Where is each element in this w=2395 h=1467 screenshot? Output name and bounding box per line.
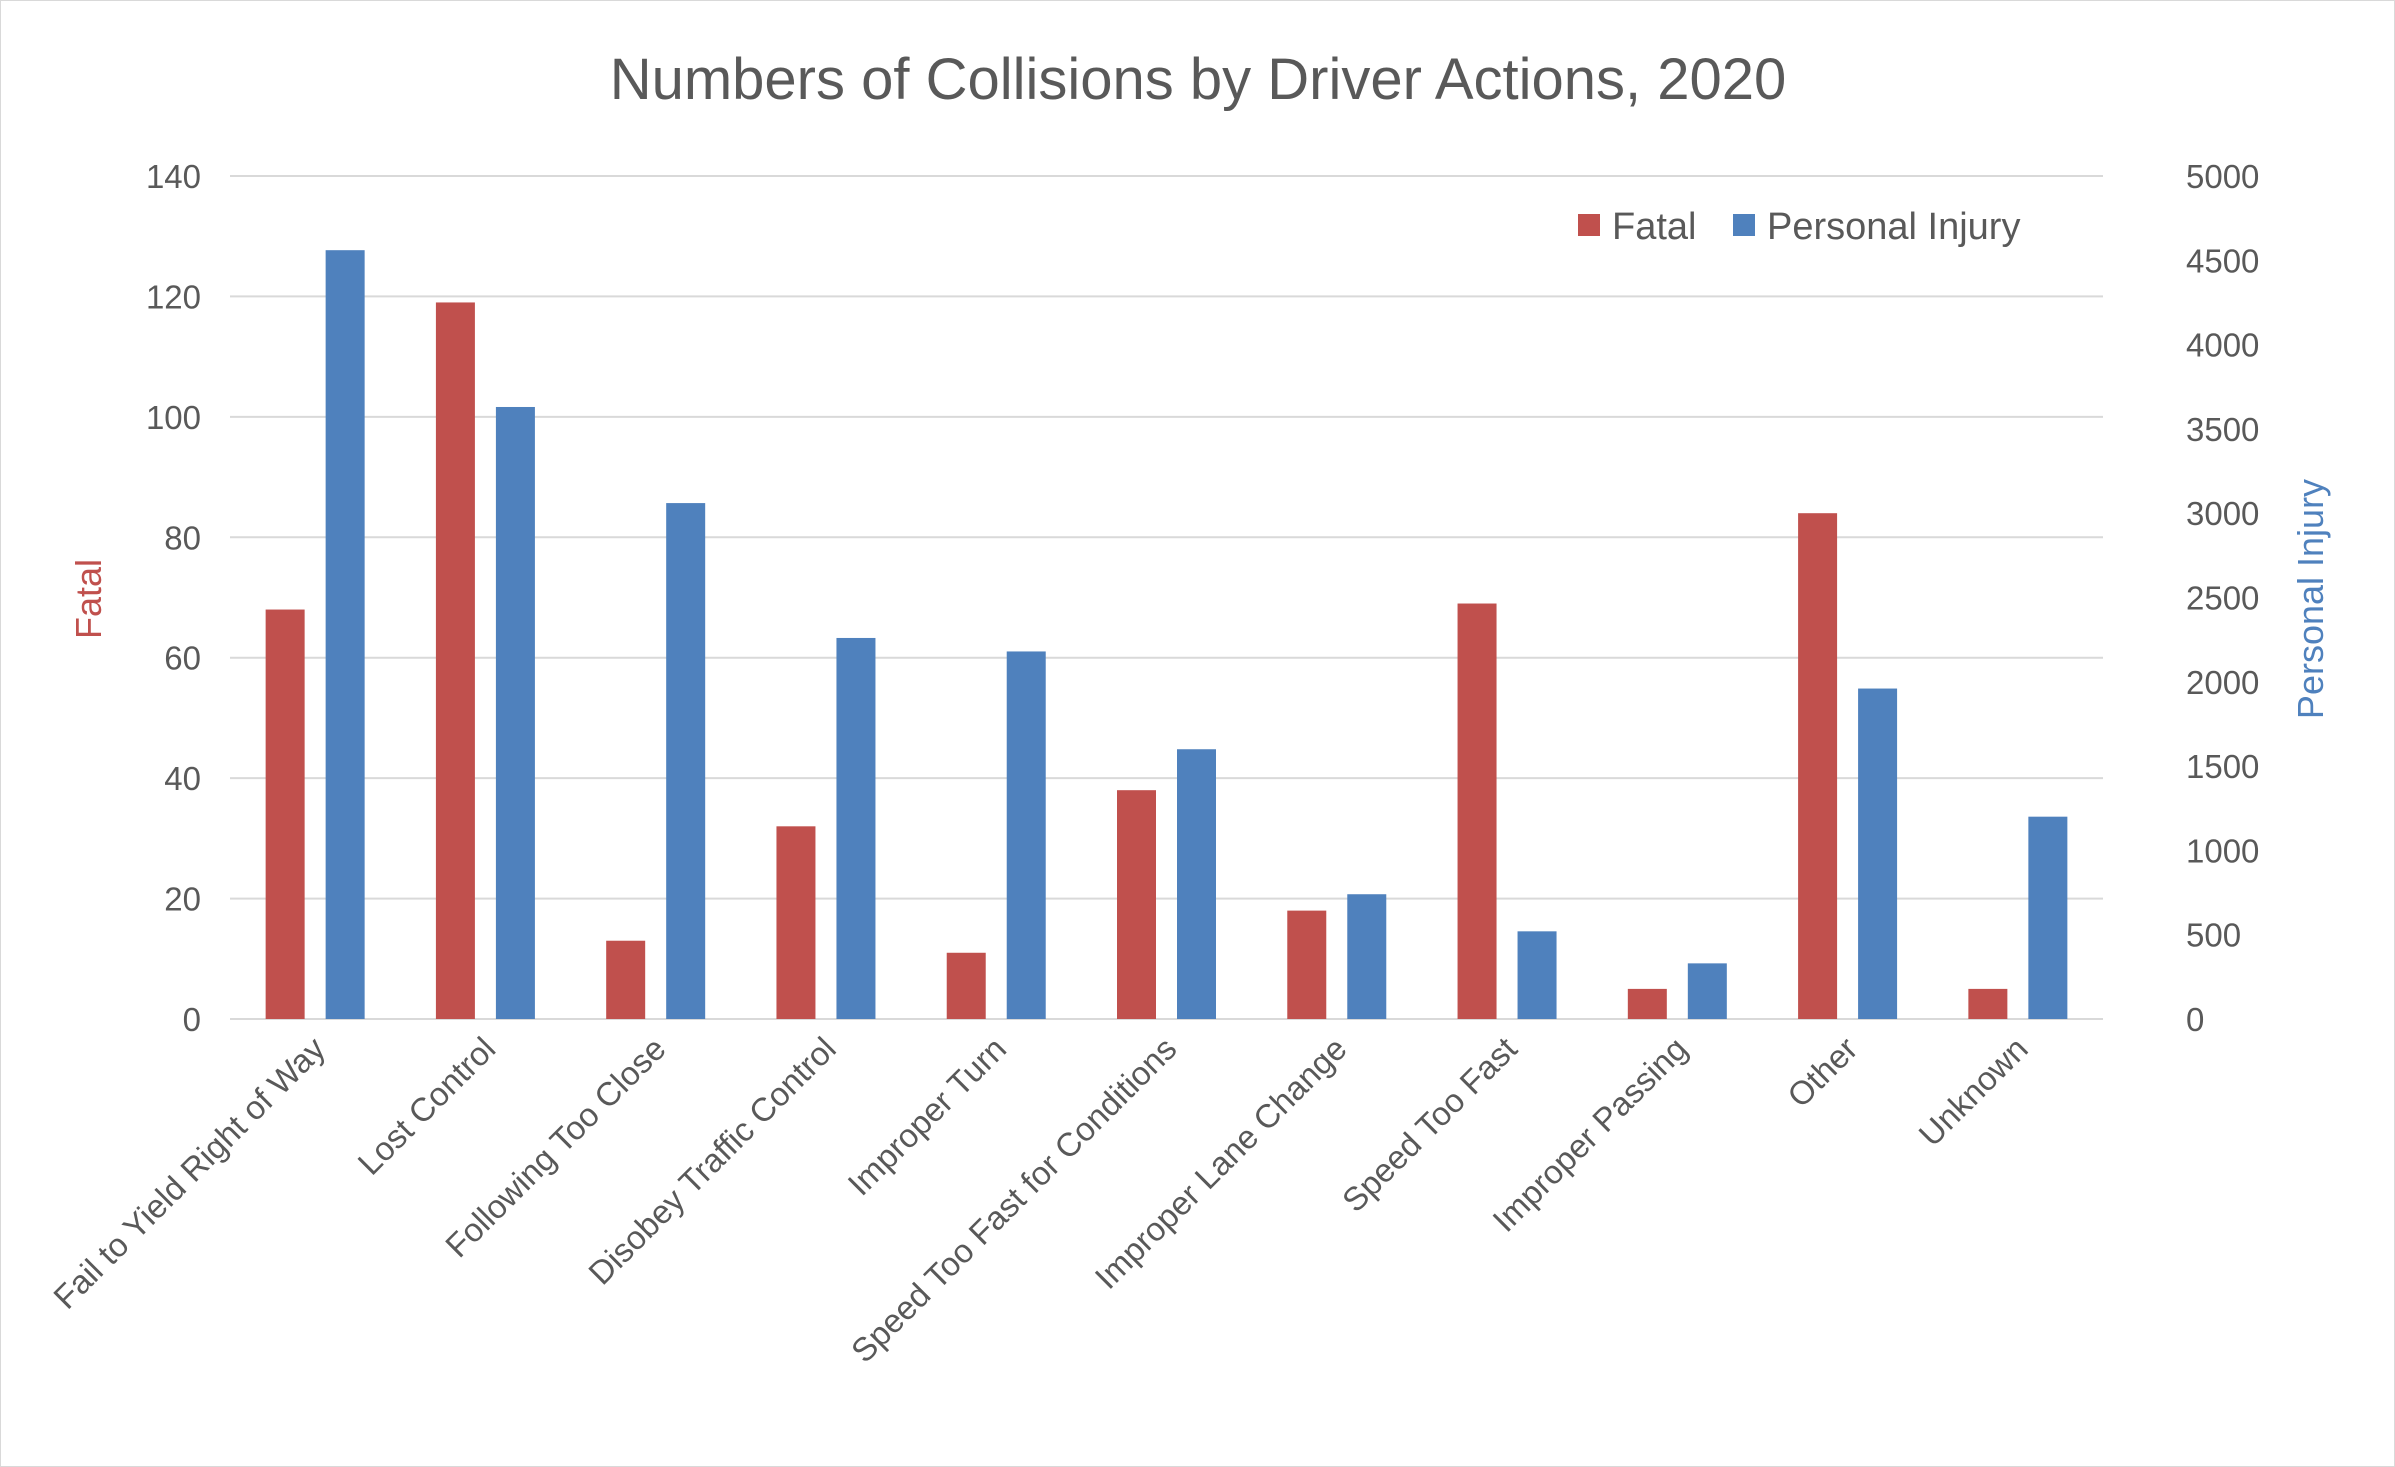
right-tick-label: 5000 <box>2186 158 2259 195</box>
right-axis-ticks: 0 500 1000 1500 2000 2500 3000 3500 4000 4500 5000 <box>2186 158 2259 1038</box>
bar-fatal-improper-passing <box>1627 988 1667 1019</box>
bar-fatal-disobey-traffic-control <box>776 826 816 1019</box>
left-axis-title: Fatal <box>68 559 109 639</box>
bar-fatal-fail-to-yield-right-of-way <box>265 609 305 1019</box>
category-label-other: Other <box>1780 1030 1865 1115</box>
legend: Fatal Personal Injury <box>1578 206 2020 248</box>
bar-personal-injury-disobey-traffic-control <box>836 637 876 1019</box>
right-axis-title: Personal Injury <box>2290 479 2331 719</box>
bar-personal-injury-lost-control <box>495 406 535 1019</box>
category-label-fail-to-yield-right-of-way: Fail to Yield Right of Way <box>46 1029 332 1315</box>
bar-personal-injury-speed-too-fast-for-conditions <box>1177 749 1216 1019</box>
category-label-lost-control: Lost Control <box>350 1030 502 1182</box>
bar-fatal-speed-too-fast <box>1457 603 1497 1019</box>
left-tick-label: 0 <box>183 1001 201 1038</box>
category-label-speed-too-fast: Speed Too Fast <box>1335 1030 1524 1219</box>
gridlines <box>230 175 2103 1020</box>
right-tick-label: 2000 <box>2186 664 2259 701</box>
right-tick-label: 4500 <box>2186 242 2259 279</box>
left-tick-label: 20 <box>164 881 201 918</box>
left-tick-label: 80 <box>164 519 201 556</box>
legend-swatch-fatal <box>1578 214 1600 236</box>
left-tick-label: 120 <box>146 278 201 315</box>
bar-personal-injury-following-too-close <box>666 503 706 1020</box>
right-tick-label: 500 <box>2186 917 2241 954</box>
right-tick-label: 3000 <box>2186 495 2259 532</box>
right-tick-label: 4000 <box>2186 327 2259 364</box>
left-tick-label: 100 <box>146 399 201 436</box>
bar-fatal-lost-control <box>435 302 475 1019</box>
bar-personal-injury-improper-passing <box>1687 963 1727 1019</box>
left-axis-ticks: 0 20 40 60 80 100 120 140 <box>146 158 201 1038</box>
bars <box>265 250 2068 1020</box>
bar-personal-injury-unknown <box>2028 816 2068 1019</box>
bar-fatal-improper-lane-change <box>1287 910 1327 1019</box>
left-tick-label: 140 <box>146 158 201 195</box>
bar-personal-injury-speed-too-fast <box>1517 931 1557 1019</box>
bar-personal-injury-other <box>1858 688 1898 1019</box>
left-tick-label: 60 <box>164 640 201 677</box>
right-tick-label: 2500 <box>2186 580 2259 617</box>
legend-label-personal-injury: Personal Injury <box>1767 206 2020 248</box>
category-labels: Fail to Yield Right of Way Lost ControlFo… <box>46 1029 2035 1369</box>
bar-fatal-following-too-close <box>606 940 646 1019</box>
legend-label-fatal: Fatal <box>1612 206 1696 248</box>
category-label-improper-turn: Improper Turn <box>840 1030 1013 1203</box>
bar-personal-injury-improper-lane-change <box>1347 894 1387 1019</box>
bar-fatal-unknown <box>1968 988 2008 1019</box>
bar-personal-injury-improper-turn <box>1006 651 1046 1019</box>
bar-personal-injury-fail-to-yield-right-of-way <box>325 250 365 1019</box>
bar-fatal-other <box>1798 513 1838 1019</box>
right-tick-label: 3500 <box>2186 411 2259 448</box>
right-tick-label: 0 <box>2186 1001 2204 1038</box>
right-tick-label: 1000 <box>2186 832 2259 869</box>
chart-title: Numbers of Collisions by Driver Actions,… <box>610 47 1787 112</box>
category-label-unknown: Unknown <box>1911 1030 2034 1153</box>
bar-fatal-improper-turn <box>946 952 986 1019</box>
left-tick-label: 40 <box>164 760 201 797</box>
category-label-speed-too-fast-for-conditions: Speed Too Fast for Conditions <box>844 1030 1184 1370</box>
right-tick-label: 1500 <box>2186 748 2259 785</box>
legend-swatch-personal-injury <box>1733 214 1755 236</box>
bar-fatal-speed-too-fast-for-conditions <box>1117 790 1156 1019</box>
